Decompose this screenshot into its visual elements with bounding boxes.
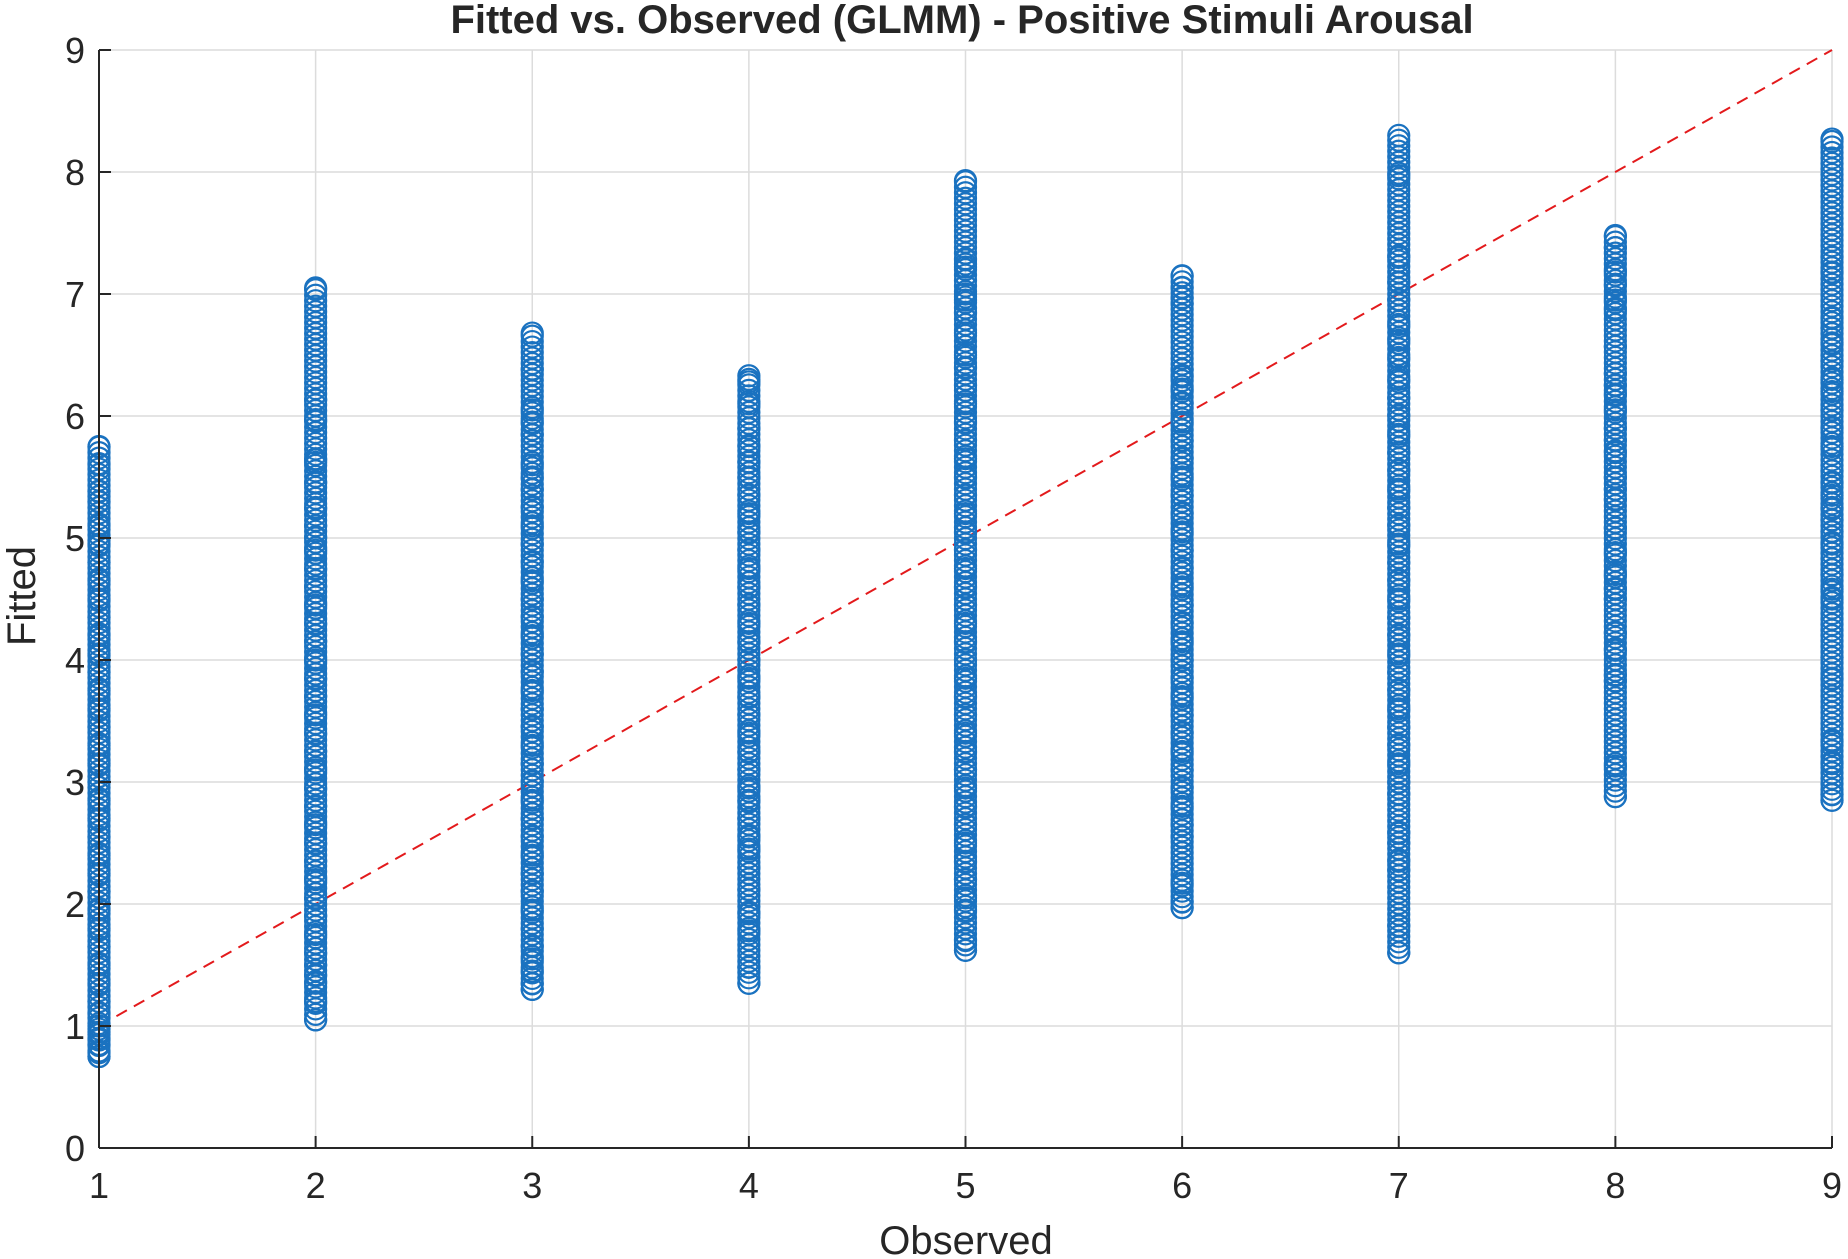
y-tick-label: 8 bbox=[65, 152, 85, 193]
data-point bbox=[1387, 128, 1411, 152]
axes bbox=[98, 49, 1833, 1149]
y-tick-label: 1 bbox=[65, 1006, 85, 1047]
data-point bbox=[1820, 135, 1844, 159]
x-tick-label: 9 bbox=[1822, 1165, 1842, 1206]
x-tick-label: 2 bbox=[306, 1165, 326, 1206]
y-tick-labels: 0 1 2 3 4 5 6 7 8 9 bbox=[65, 30, 85, 1169]
series-observed-6 bbox=[1170, 264, 1194, 920]
data-point bbox=[737, 367, 761, 391]
data-point bbox=[1387, 145, 1411, 169]
data-point bbox=[1170, 275, 1194, 299]
data-point bbox=[1603, 236, 1627, 260]
data-point bbox=[1387, 134, 1411, 158]
data-point bbox=[1170, 281, 1194, 305]
series-observed-4 bbox=[737, 364, 761, 995]
reference-line bbox=[98, 49, 1833, 1027]
y-tick-label: 5 bbox=[65, 518, 85, 559]
data-point bbox=[1820, 146, 1844, 170]
series-observed-8 bbox=[1603, 223, 1627, 809]
data-point bbox=[1387, 139, 1411, 163]
data-point bbox=[304, 283, 328, 307]
x-tick-label: 8 bbox=[1605, 1165, 1625, 1206]
x-axis-label: Observed bbox=[879, 1219, 1052, 1259]
data-point bbox=[520, 329, 544, 354]
x-tick-label: 7 bbox=[1389, 1165, 1409, 1206]
data-point bbox=[1820, 140, 1844, 165]
x-tick-label: 4 bbox=[739, 1165, 759, 1206]
y-axis-label: Fitted bbox=[0, 546, 44, 646]
data-point bbox=[304, 278, 328, 302]
data-point bbox=[520, 340, 544, 365]
data-point bbox=[520, 335, 544, 359]
series-observed-3 bbox=[520, 321, 544, 1002]
data-point bbox=[1170, 270, 1194, 294]
data-point bbox=[304, 289, 328, 313]
data-point bbox=[1820, 129, 1844, 154]
series-observed-5 bbox=[953, 168, 978, 962]
data-point bbox=[953, 186, 978, 210]
y-tick-label: 4 bbox=[65, 640, 85, 681]
y-tick-label: 7 bbox=[65, 274, 85, 315]
y-tick-label: 0 bbox=[65, 1128, 85, 1169]
data-point bbox=[1603, 230, 1627, 254]
x-tick-label: 1 bbox=[89, 1165, 109, 1206]
data-point bbox=[304, 294, 328, 318]
data-point bbox=[737, 378, 761, 402]
data-point bbox=[953, 175, 978, 199]
data-point bbox=[953, 181, 978, 205]
data-point bbox=[737, 384, 761, 408]
x-tick-label: 5 bbox=[955, 1165, 975, 1206]
y-tick-label: 2 bbox=[65, 884, 85, 925]
data-point bbox=[1170, 264, 1194, 288]
x-tick-labels: 1 2 3 4 5 6 7 8 9 bbox=[89, 1165, 1842, 1206]
chart-title: Fitted vs. Observed (GLMM) - Positive St… bbox=[450, 0, 1473, 42]
series-observed-2 bbox=[304, 276, 328, 1032]
reference-line-layer bbox=[98, 49, 1833, 1027]
x-tick-label: 6 bbox=[1172, 1165, 1192, 1206]
data-point bbox=[953, 170, 978, 194]
x-tick-label: 3 bbox=[522, 1165, 542, 1206]
y-tick-label: 6 bbox=[65, 396, 85, 437]
y-tick-label: 9 bbox=[65, 30, 85, 71]
series-observed-9 bbox=[1820, 127, 1844, 812]
data-point bbox=[737, 373, 761, 397]
y-tick-label: 3 bbox=[65, 762, 85, 803]
data-point bbox=[1603, 225, 1627, 249]
data-point bbox=[1603, 241, 1627, 265]
data-point bbox=[520, 324, 544, 348]
series-observed-7 bbox=[1387, 123, 1411, 965]
